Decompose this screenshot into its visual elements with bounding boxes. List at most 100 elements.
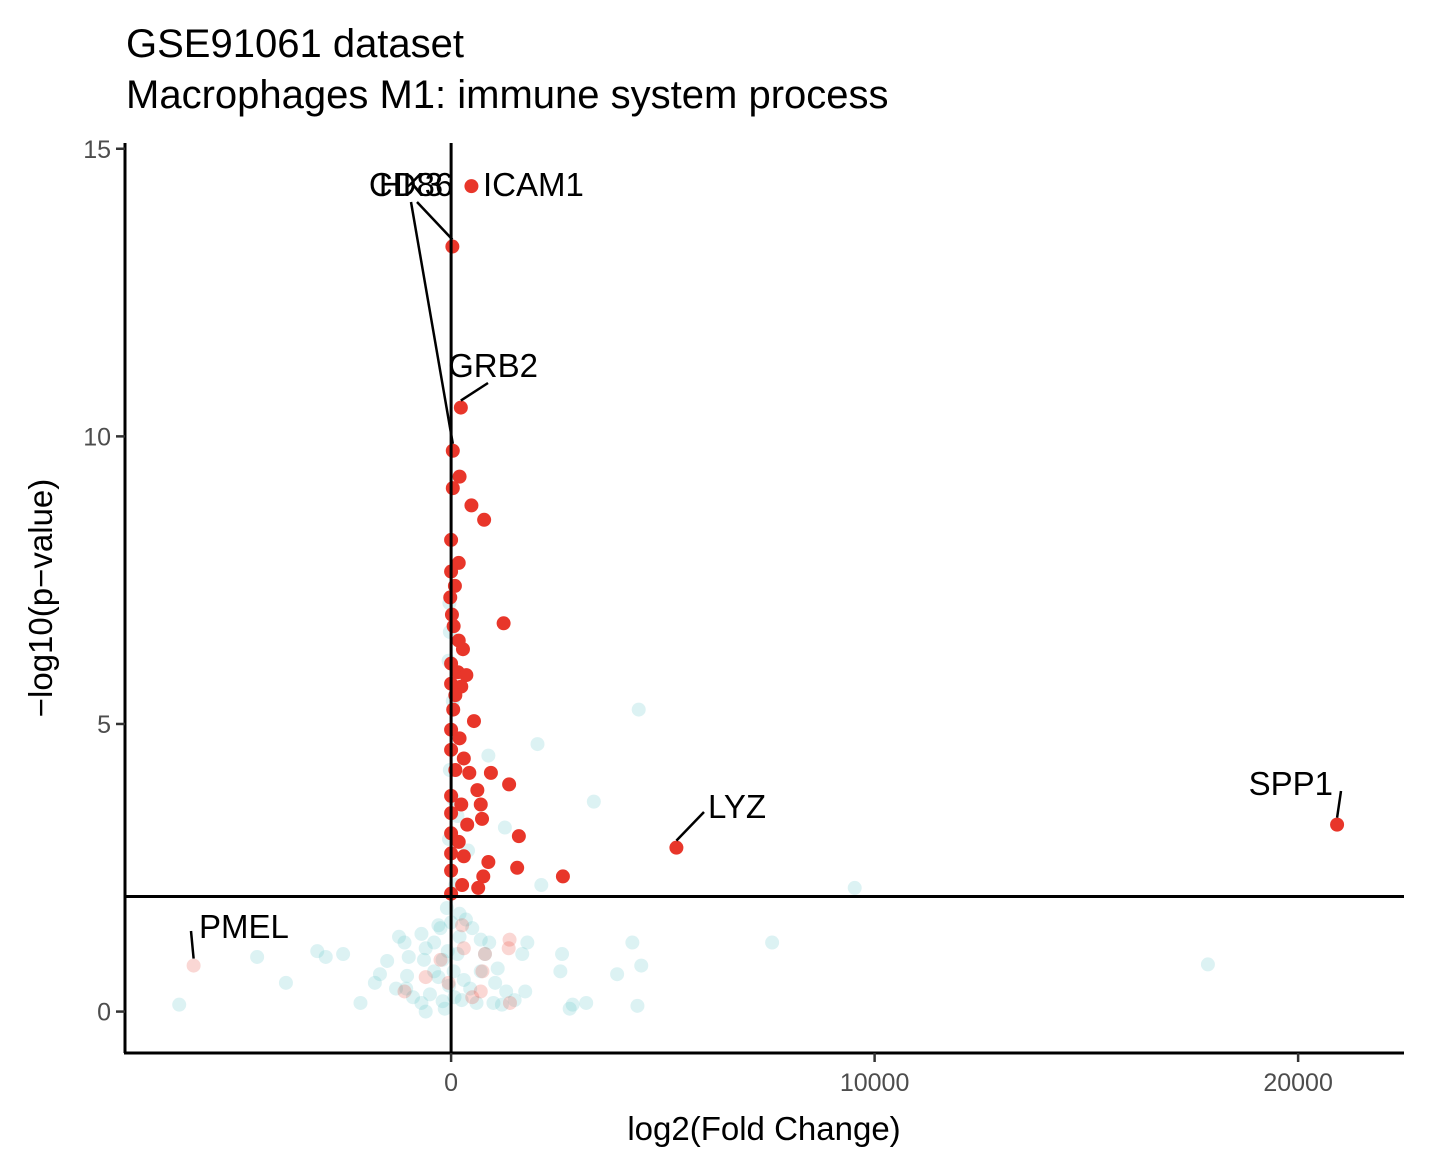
nonsignificant-point — [630, 998, 645, 1013]
nonsignificant-point — [397, 935, 412, 950]
y-axis-title: −log10(p−value) — [22, 479, 59, 718]
significant-point — [455, 642, 470, 657]
label-connector — [1335, 790, 1343, 818]
significant-point — [452, 469, 467, 484]
significant-point — [464, 498, 479, 513]
significant-point — [510, 860, 525, 875]
nonsignificant-point — [401, 949, 416, 964]
nonsignificant-point — [456, 972, 471, 987]
nonsignificant-point — [488, 975, 503, 990]
nonsignificant-point — [490, 961, 505, 976]
nonsignificant-point — [431, 970, 446, 985]
significant-point — [451, 834, 466, 849]
label-connector — [460, 381, 489, 402]
nonsignificant-point — [631, 702, 646, 717]
nonsignificant-point — [847, 880, 862, 895]
significant-point — [445, 481, 460, 496]
significant-point — [502, 777, 517, 792]
nonsignificant-point — [625, 935, 640, 950]
y-tick-label: 5 — [97, 711, 111, 739]
significant-point — [462, 765, 477, 780]
nonsignificant-point — [586, 794, 601, 809]
significant-point — [496, 616, 511, 631]
chart-title: GSE91061 dataset — [126, 22, 465, 66]
nonsignificant-point — [458, 912, 473, 927]
nonsignificant-point — [418, 1004, 433, 1019]
label-connector — [416, 201, 454, 241]
nonsignificant-point — [318, 949, 333, 964]
label-connector — [189, 930, 195, 959]
nonsignificant-point — [414, 995, 429, 1010]
significant-point — [476, 869, 491, 884]
nonsignificant-point — [520, 935, 535, 950]
nonsignificant-point — [477, 947, 492, 962]
significant-point — [477, 512, 492, 527]
nonsignificant-point — [518, 984, 533, 999]
nonsignificant-point — [418, 941, 433, 956]
nonsignificant-point — [481, 748, 496, 763]
nonsignificant-point — [456, 941, 471, 956]
significant-point — [446, 619, 461, 634]
significant-point — [459, 668, 474, 683]
significant-point — [456, 751, 471, 766]
nonsignificant-point — [389, 981, 404, 996]
nonsignificant-point — [380, 953, 395, 968]
nonsignificant-point — [502, 932, 517, 947]
nonsignificant-point — [515, 947, 530, 962]
significant-point — [446, 702, 461, 717]
nonsignificant-point — [186, 958, 201, 973]
significant-point — [511, 829, 526, 844]
gene-label: SPP1 — [1249, 765, 1333, 802]
nonsignificant-point — [562, 1001, 577, 1016]
gene-label: PMEL — [199, 908, 289, 945]
nonsignificant-point — [477, 947, 492, 962]
significant-point — [471, 880, 486, 895]
nonsignificant-point — [555, 947, 570, 962]
label-connector — [675, 811, 705, 842]
nonsignificant-point — [353, 995, 368, 1010]
significant-point — [483, 765, 498, 780]
significant-point — [464, 179, 479, 194]
y-tick-label: 0 — [97, 999, 111, 1027]
significant-point — [456, 849, 471, 864]
x-axis-title: log2(Fold Change) — [627, 1110, 900, 1147]
axes — [123, 143, 1404, 1055]
significant-point — [470, 783, 485, 798]
points-layer — [172, 179, 1345, 1019]
nonsignificant-point — [497, 820, 512, 835]
nonsignificant-point — [450, 947, 465, 962]
nonsignificant-point — [465, 921, 480, 936]
gene-label: GRB2 — [448, 347, 538, 384]
nonsignificant-point — [278, 975, 293, 990]
nonsignificant-point — [447, 990, 462, 1005]
significant-point — [475, 811, 490, 826]
nonsignificant-point — [463, 981, 478, 996]
nonsignificant-point — [431, 918, 446, 933]
significant-point — [1330, 817, 1345, 832]
nonsignificant-point — [427, 935, 442, 950]
x-tick-label: 20000 — [1263, 1069, 1333, 1097]
nonsignificant-point — [433, 921, 448, 936]
nonsignificant-point — [250, 949, 265, 964]
nonsignificant-point — [579, 995, 594, 1010]
significant-point — [453, 400, 468, 415]
y-tick-label: 10 — [83, 423, 111, 451]
gene-label: HK3 — [379, 166, 443, 203]
nonsignificant-point — [310, 944, 325, 959]
x-tick-label: 10000 — [840, 1069, 910, 1097]
nonsignificant-point — [473, 984, 488, 999]
nonsignificant-point — [473, 964, 488, 979]
nonsignificant-point — [534, 878, 549, 893]
significant-point — [669, 840, 684, 855]
significant-point — [473, 797, 488, 812]
nonsignificant-point — [433, 952, 448, 967]
nonsignificant-point — [336, 947, 351, 962]
nonsignificant-point — [172, 997, 187, 1012]
significant-point — [555, 869, 570, 884]
nonsignificant-point — [502, 995, 517, 1010]
ticks: 0 5 10 15 0 10000 20000 — [83, 136, 1333, 1097]
significant-point — [460, 817, 475, 832]
gene-label: ICAM1 — [483, 166, 584, 203]
